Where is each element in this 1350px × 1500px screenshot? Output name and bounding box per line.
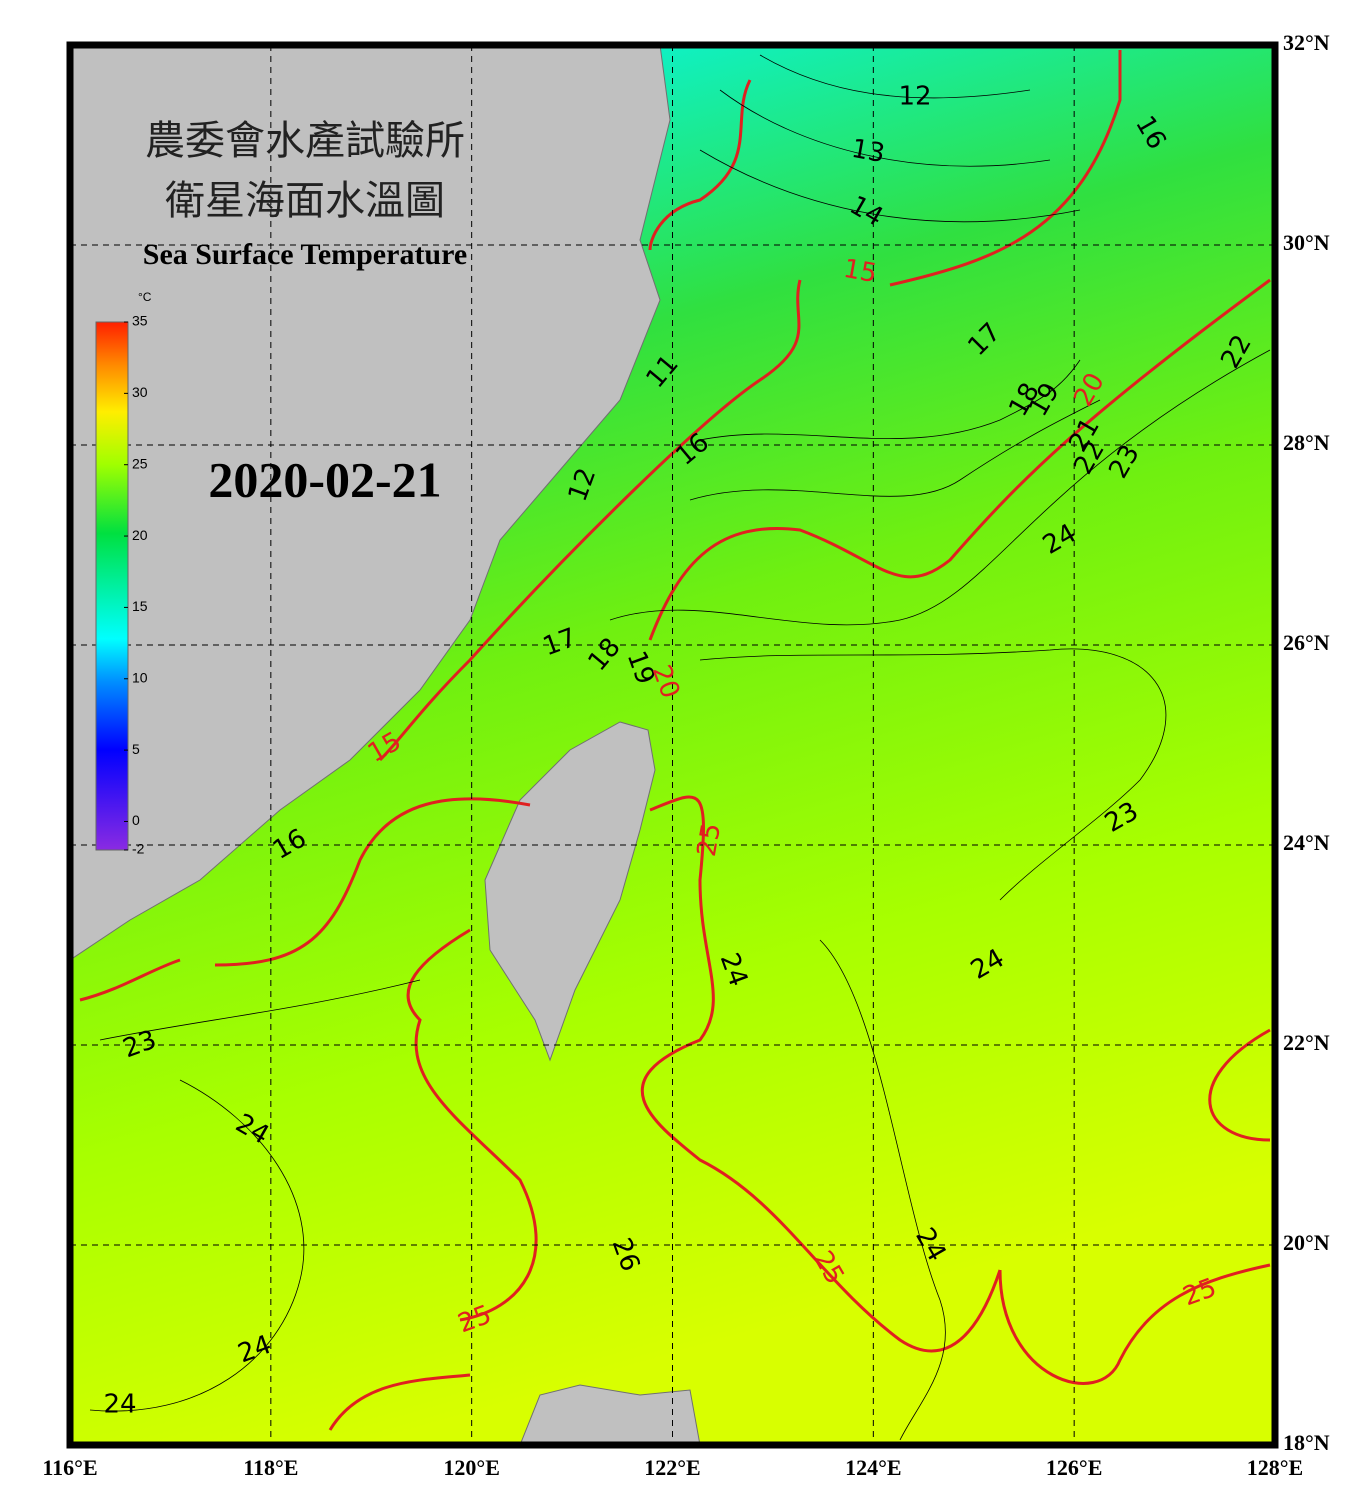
title-en: Sea Surface Temperature xyxy=(143,238,467,271)
lon-tick-label: 120°E xyxy=(443,1455,499,1480)
contour-label: 12 xyxy=(898,82,931,112)
colorbar-tick-label: 35 xyxy=(132,313,148,329)
lat-tick-label: 24°N xyxy=(1283,830,1330,855)
colorbar-tick-label: 0 xyxy=(132,812,140,828)
colorbar-tick-label: 20 xyxy=(132,527,148,543)
lon-tick-label: 118°E xyxy=(243,1455,298,1480)
map-area xyxy=(70,45,1275,1445)
lon-tick-label: 116°E xyxy=(42,1455,97,1480)
lon-tick-label: 128°E xyxy=(1247,1455,1303,1480)
colorbar-unit: °C xyxy=(138,290,152,304)
colorbar xyxy=(95,321,129,851)
graticule xyxy=(70,45,1275,1445)
colorbar-tick-label: 5 xyxy=(132,741,140,757)
title-line2: 衛星海面水溫圖 xyxy=(165,178,445,223)
colorbar-tick-label: 30 xyxy=(132,384,148,400)
contour-label: 25 xyxy=(692,821,727,859)
lat-tick-label: 32°N xyxy=(1283,30,1330,55)
lat-tick-label: 20°N xyxy=(1283,1230,1330,1255)
colorbar-tick-label: 10 xyxy=(132,669,148,685)
lat-tick-label: 22°N xyxy=(1283,1030,1330,1055)
colorbar-tick-label: 15 xyxy=(132,598,148,614)
date: 2020-02-21 xyxy=(208,451,441,507)
lon-tick-label: 124°E xyxy=(845,1455,901,1480)
lat-tick-label: 18°N xyxy=(1283,1430,1330,1455)
lat-tick-label: 30°N xyxy=(1283,230,1330,255)
red-isotherms xyxy=(79,50,1271,1431)
contour-label: 24 xyxy=(103,1390,136,1420)
mainland xyxy=(70,45,671,961)
colorbar-tick-label: 25 xyxy=(132,455,148,471)
black-isotherms xyxy=(89,54,1271,1441)
lat-tick-label: 28°N xyxy=(1283,430,1330,455)
title-line1: 農委會水產試驗所 xyxy=(145,118,465,163)
lon-tick-label: 126°E xyxy=(1046,1455,1102,1480)
luzon xyxy=(519,1384,701,1445)
taiwan xyxy=(484,721,656,1062)
contour-label: 13 xyxy=(849,134,887,169)
colorbar-tick-label: -2 xyxy=(132,841,145,857)
lat-tick-label: 26°N xyxy=(1283,630,1330,655)
contour-label: 15 xyxy=(841,254,879,289)
lon-tick-label: 122°E xyxy=(644,1455,700,1480)
map-frame xyxy=(66,41,1279,1449)
